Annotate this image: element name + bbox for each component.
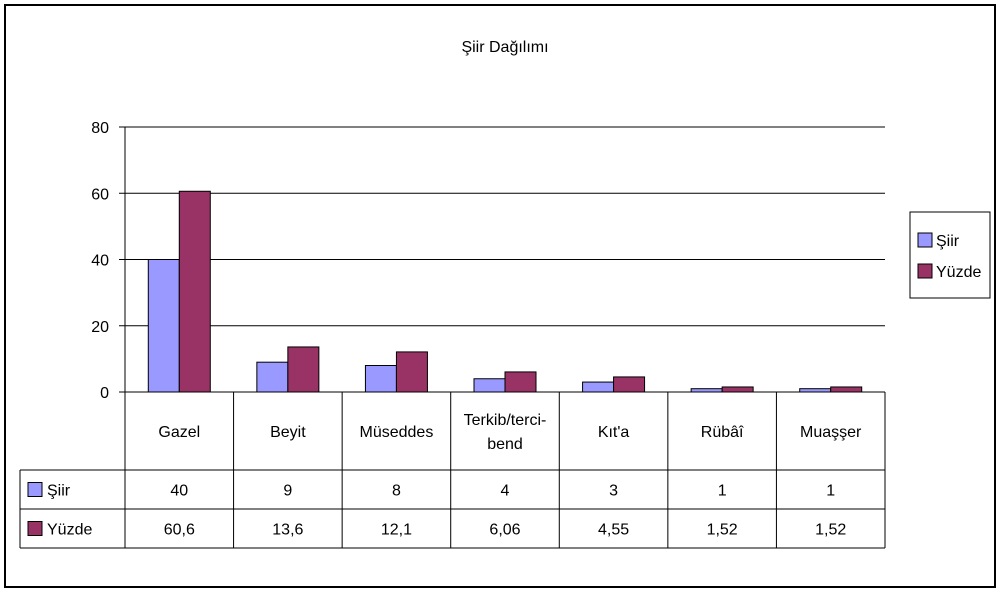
table-cell-value: 12,1 [381,522,412,539]
table-cell-value: 1,52 [815,522,846,539]
bar-iir-3 [473,378,506,393]
table-cell-value: 3 [609,483,618,500]
y-tick-label: 0 [100,385,109,402]
table-cell-value: 60,6 [164,522,195,539]
legend-label: Yüzde [936,264,981,281]
table-cell-value: 4 [501,483,510,500]
table-series-name: Yüzde [47,522,92,539]
table-legend-key [27,521,43,536]
legend-box [909,211,991,299]
bar-iir-4 [582,381,615,393]
x-tick-label: Rübâî [701,424,744,441]
bar-iir-1 [256,361,289,393]
bar-yzde-4 [613,376,646,393]
bar-yzde-1 [287,346,320,393]
bar-yzde-5 [721,386,754,393]
table-cell-value: 1,52 [707,522,738,539]
chart-title: Şiir Dağılımı [461,39,548,56]
table-cell-value: 6,06 [489,522,520,539]
table-cell-value: 8 [392,483,401,500]
bar-yzde-0 [178,190,211,393]
legend-key [917,232,933,248]
table-cell-value: 1 [718,483,727,500]
y-tick-label: 20 [91,319,109,336]
x-tick-label: Terkib/terci- [464,412,547,429]
bar-yzde-3 [504,371,537,393]
y-tick-label: 60 [91,186,109,203]
bar-yzde-2 [395,351,428,393]
bar-yzde-6 [830,386,863,393]
x-tick-label: Müseddes [360,424,434,441]
table-cell-value: 1 [826,483,835,500]
legend-label: Şiir [936,233,960,250]
table-cell-value: 40 [170,483,188,500]
table-cell-value: 13,6 [272,522,303,539]
bar-iir-0 [147,259,180,393]
y-tick-label: 40 [91,253,109,270]
x-tick-label: bend [487,436,523,453]
legend-key [917,263,933,279]
x-tick-label: Muaşşer [800,424,862,441]
bar-iir-2 [364,365,397,393]
chart-frame [4,4,996,588]
table-series-name: Şiir [47,483,71,500]
table-cell-value: 9 [283,483,292,500]
table-cell-value: 4,55 [598,522,629,539]
table-legend-key [27,482,43,497]
x-tick-label: Kıt'a [598,424,630,441]
y-tick-label: 80 [91,120,109,137]
x-tick-label: Gazel [158,424,200,441]
x-tick-label: Beyit [270,424,306,441]
